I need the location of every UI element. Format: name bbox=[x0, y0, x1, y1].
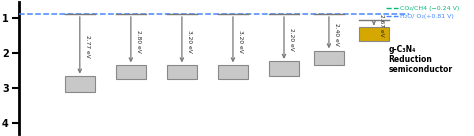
Text: 2.40 eV: 2.40 eV bbox=[334, 23, 339, 45]
Text: H₂O/ O₂(+0.81 V): H₂O/ O₂(+0.81 V) bbox=[401, 14, 454, 19]
FancyBboxPatch shape bbox=[218, 65, 247, 79]
Text: g-C₃N₄: g-C₃N₄ bbox=[388, 45, 416, 54]
Text: 3.20 eV: 3.20 eV bbox=[238, 30, 243, 52]
Text: 2.67 eV: 2.67 eV bbox=[379, 14, 384, 37]
Text: Reduction
semiconductor: Reduction semiconductor bbox=[388, 55, 452, 74]
Text: 2.80 eV: 2.80 eV bbox=[136, 30, 141, 52]
FancyBboxPatch shape bbox=[314, 51, 344, 65]
Text: 2.20 eV: 2.20 eV bbox=[289, 28, 294, 51]
FancyBboxPatch shape bbox=[167, 65, 197, 79]
FancyBboxPatch shape bbox=[359, 27, 389, 41]
Text: 3.20 eV: 3.20 eV bbox=[187, 30, 192, 52]
FancyBboxPatch shape bbox=[65, 76, 94, 92]
Text: CO₂/CH4 (−0.24 V): CO₂/CH4 (−0.24 V) bbox=[401, 6, 460, 11]
FancyBboxPatch shape bbox=[269, 61, 299, 76]
Text: 2.77 eV: 2.77 eV bbox=[85, 35, 90, 58]
FancyBboxPatch shape bbox=[116, 65, 146, 79]
